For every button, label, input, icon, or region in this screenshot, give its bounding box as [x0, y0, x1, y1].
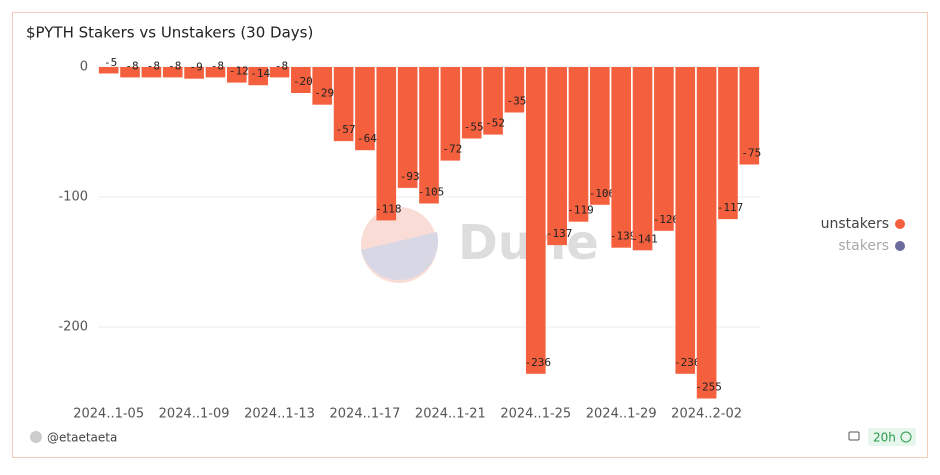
- legend-label: unstakers: [821, 216, 889, 232]
- data-label: -139: [610, 230, 637, 243]
- data-label: -8: [147, 59, 160, 72]
- bar: [184, 67, 204, 79]
- bar: [98, 67, 119, 74]
- data-label: -8: [275, 59, 288, 72]
- data-label: -118: [375, 202, 402, 215]
- data-label: -20: [293, 75, 313, 88]
- refresh: 20h: [873, 431, 896, 445]
- x-tick-label: 2024..1-13: [244, 407, 315, 422]
- bar: [419, 67, 439, 204]
- bar: [696, 67, 717, 399]
- bar: [611, 67, 632, 248]
- data-label: -52: [485, 117, 505, 130]
- bar: [269, 67, 290, 78]
- data-label: -119: [567, 204, 594, 217]
- y-tick-label: -100: [58, 190, 88, 205]
- x-tick-label: 2024..1-17: [330, 407, 401, 422]
- data-label: -137: [546, 227, 573, 240]
- bar: [483, 67, 503, 135]
- bar: [312, 67, 333, 105]
- data-label: -236: [674, 356, 701, 369]
- bar: [590, 67, 610, 205]
- bar: [397, 67, 418, 188]
- legend-swatch: [895, 241, 905, 251]
- bar: [141, 67, 162, 78]
- bar: [547, 67, 567, 246]
- data-label: -75: [741, 147, 761, 160]
- data-label: -106: [589, 187, 616, 200]
- data-label: -72: [442, 143, 462, 156]
- x-tick-label: 2024..1-25: [500, 407, 571, 422]
- bar: [718, 67, 738, 220]
- bar: [675, 67, 696, 374]
- data-label: -9: [189, 61, 202, 74]
- data-label: -12: [229, 65, 249, 78]
- data-label: -141: [631, 232, 658, 245]
- data-label: -14: [250, 67, 270, 80]
- x-tick-label: 2024..1-29: [586, 407, 657, 422]
- data-label: -255: [695, 381, 722, 394]
- data-label: -117: [717, 201, 744, 214]
- footer: @etaetaeta 20h: [30, 428, 916, 446]
- bar: [461, 67, 482, 139]
- x-tick-label: 2024..1-09: [159, 407, 230, 422]
- legend-label: stakers: [838, 238, 889, 254]
- bar: [739, 67, 760, 165]
- bar: [291, 67, 311, 93]
- data-label: -8: [168, 59, 181, 72]
- legend-swatch: [895, 219, 905, 229]
- bar: [226, 67, 247, 83]
- data-label: -35: [506, 95, 526, 108]
- bar: [376, 67, 397, 221]
- data-label: -57: [336, 123, 356, 136]
- x-tick-label: 2024..1-05: [73, 407, 144, 422]
- data-label: -55: [464, 121, 484, 134]
- y-tick-label: -200: [58, 320, 88, 335]
- data-label: -236: [525, 356, 552, 369]
- bar: [120, 67, 140, 78]
- bar: [248, 67, 268, 86]
- bar: [632, 67, 653, 251]
- data-label: -105: [418, 186, 445, 199]
- bar: [568, 67, 589, 222]
- x-tick-label: 2024..1-21: [415, 407, 486, 422]
- bar: [355, 67, 375, 151]
- data-label: -5: [104, 56, 117, 69]
- data-label: -8: [211, 59, 224, 72]
- bar: [525, 67, 546, 374]
- x-tick-label: 2024..2-02: [671, 407, 742, 422]
- data-label: -29: [314, 87, 334, 100]
- bar: [654, 67, 674, 231]
- bar: [205, 67, 226, 78]
- data-label: -8: [125, 59, 138, 72]
- data-label: -93: [400, 170, 420, 183]
- author: @etaetaeta: [47, 431, 117, 445]
- y-tick-label: 0: [80, 60, 88, 75]
- chart-title: $PYTH Stakers vs Unstakers (30 Days): [26, 24, 313, 42]
- data-label: -126: [653, 213, 680, 226]
- bar: [504, 67, 525, 113]
- bar: [162, 67, 183, 78]
- bar: [440, 67, 461, 161]
- data-label: -64: [357, 132, 377, 145]
- bar: [333, 67, 354, 142]
